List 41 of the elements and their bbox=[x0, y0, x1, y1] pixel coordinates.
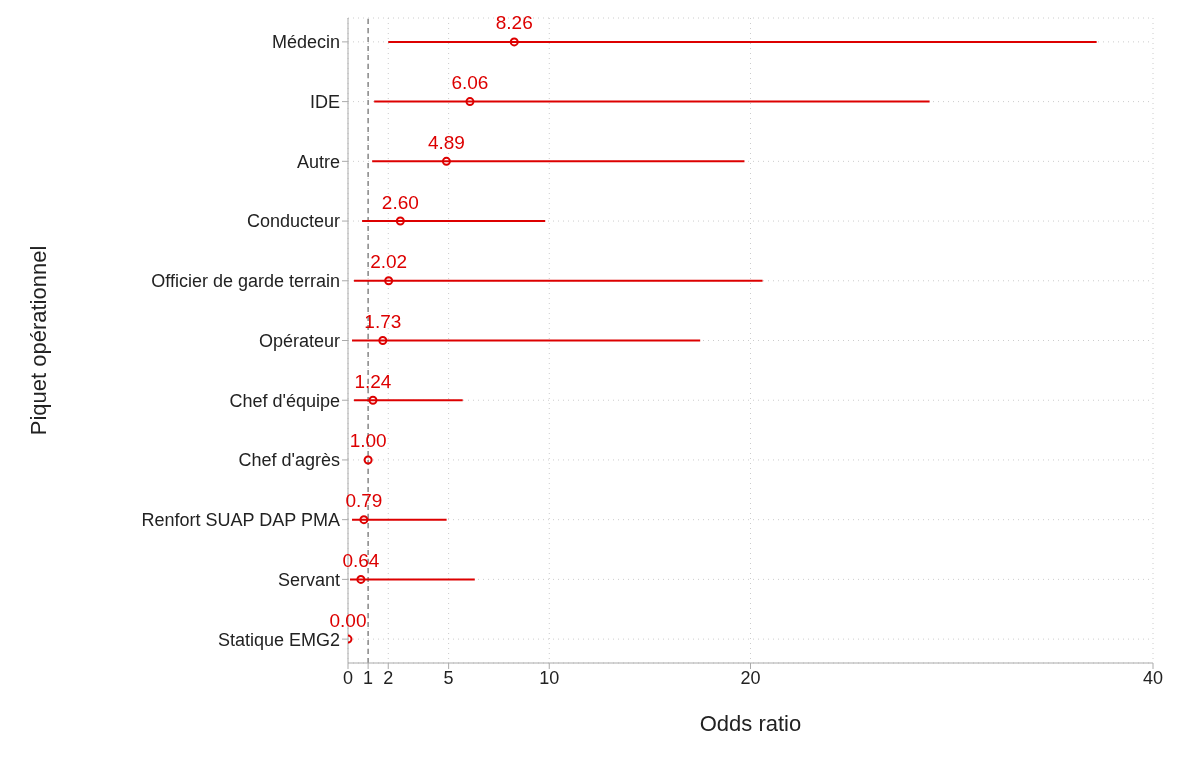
point bbox=[363, 455, 373, 465]
x-tick-label: 5 bbox=[443, 667, 454, 688]
point bbox=[395, 216, 405, 226]
data-label: 4.89 bbox=[427, 131, 465, 153]
y-tick-label: Conducteur bbox=[246, 211, 340, 232]
y-tick-label: IDE bbox=[309, 92, 340, 112]
x-tick-label: 2 bbox=[383, 667, 394, 688]
y-tick-label: Chef d'agrès bbox=[238, 450, 340, 471]
data-label: 8.26 bbox=[495, 12, 533, 34]
y-tick-label: Opérateur bbox=[258, 330, 340, 351]
y-axis-title: Piquet opérationnel bbox=[25, 245, 51, 436]
point bbox=[465, 97, 475, 107]
data-label: 1.73 bbox=[364, 310, 402, 332]
data-label: 1.24 bbox=[354, 370, 392, 392]
x-tick-label: 0 bbox=[342, 667, 354, 688]
data-label: 6.06 bbox=[451, 72, 489, 94]
x-tick-label: 1 bbox=[363, 667, 374, 688]
x-axis-title: Odds ratio bbox=[699, 711, 802, 736]
y-tick-label: Servant bbox=[277, 569, 340, 590]
y-tick-label: Statique EMG2 bbox=[217, 629, 340, 650]
y-tick-label: Chef d'équipe bbox=[229, 390, 340, 411]
point bbox=[441, 156, 451, 166]
point bbox=[368, 395, 378, 405]
x-tick-label: 10 bbox=[539, 667, 560, 688]
data-label: 1.00 bbox=[349, 430, 387, 452]
x-tick-label: 40 bbox=[1142, 667, 1164, 688]
y-tick-label: Officier de garde terrain bbox=[151, 271, 340, 292]
point bbox=[509, 37, 519, 47]
data-label: 0.64 bbox=[342, 549, 380, 571]
data-label: 2.02 bbox=[370, 251, 408, 273]
point bbox=[359, 515, 369, 525]
point bbox=[378, 336, 388, 345]
x-tick-label: 20 bbox=[740, 667, 761, 688]
data-label: 0.79 bbox=[345, 490, 383, 512]
data-label: 2.60 bbox=[381, 191, 419, 213]
point bbox=[384, 276, 394, 286]
point bbox=[356, 574, 366, 584]
data-label: 0.00 bbox=[329, 609, 367, 631]
y-tick-label: Renfort SUAP DAP PMA bbox=[141, 510, 340, 531]
y-tick-label: Autre bbox=[296, 151, 340, 172]
y-tick-label: Médecin bbox=[271, 32, 340, 53]
